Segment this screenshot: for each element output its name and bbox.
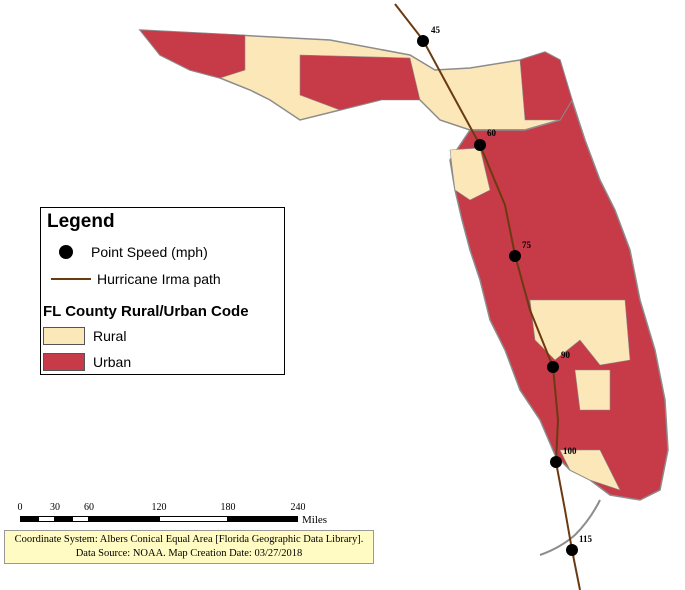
scale-segment: [72, 516, 89, 522]
speed-label: 45: [431, 25, 441, 35]
scale-segment: [228, 516, 298, 522]
urban-jacksonville: [519, 51, 573, 121]
point-symbol-icon: [59, 245, 73, 259]
speed-point: 45: [417, 25, 441, 47]
legend-urban-label: Urban: [93, 354, 132, 370]
legend-urban-row: Urban: [43, 353, 131, 371]
speed-label: 100: [563, 446, 577, 456]
speed-point: 100: [550, 446, 577, 468]
scale-tick: 180: [220, 502, 236, 513]
legend-rural-label: Rural: [93, 328, 127, 344]
credits-line-2: Data Source: NOAA. Map Creation Date: 03…: [75, 548, 303, 559]
scale-segment: [89, 516, 159, 522]
scale-segment: [55, 516, 72, 522]
legend-title: Legend: [47, 211, 115, 232]
legend-path-row: Hurricane Irma path: [51, 271, 221, 287]
legend-section-title: FL County Rural/Urban Code: [43, 303, 249, 320]
scale-tick: 0: [17, 502, 23, 513]
urban-swatch: [43, 353, 85, 371]
speed-label: 115: [579, 534, 593, 544]
scale-segment: [20, 516, 38, 522]
speed-point: 115: [566, 534, 593, 556]
legend-point-label: Point Speed (mph): [91, 244, 208, 260]
speed-point: 90: [547, 350, 571, 373]
hurricane-irma-path: [394, 3, 581, 590]
rural-south-central: [529, 299, 631, 366]
speed-label: 75: [522, 240, 532, 250]
urban-panhandle-mid: [299, 54, 421, 111]
speed-label: 60: [487, 128, 497, 138]
scale-tick: 60: [84, 502, 94, 513]
scale-tick: 240: [290, 502, 306, 513]
speed-point: 75: [509, 240, 532, 262]
credits-line-1: Coordinate System: Albers Conical Equal …: [14, 534, 364, 545]
speed-label: 90: [561, 350, 571, 360]
rural-north-central: [449, 147, 491, 201]
scale-segment: [38, 516, 55, 522]
rural-southwest: [574, 369, 611, 411]
scale-units: Miles: [302, 514, 328, 526]
urban-panhandle-west: [139, 29, 246, 79]
legend-path-label: Hurricane Irma path: [97, 271, 221, 287]
scale-tick: 120: [151, 502, 167, 513]
florida-keys: [539, 499, 601, 556]
scale-segment: [159, 516, 228, 522]
scale-tick: 30: [50, 502, 60, 513]
legend-point-row: Point Speed (mph): [51, 244, 208, 260]
rural-swatch: [43, 327, 85, 345]
path-symbol-icon: [51, 278, 91, 280]
scale-bar: 0 30 60 120 180 240 Miles: [18, 502, 348, 532]
speed-point: 60: [474, 128, 497, 151]
rural-tip: [559, 449, 621, 491]
legend: Legend Point Speed (mph) Hurricane Irma …: [40, 207, 285, 375]
credits-box: Coordinate System: Albers Conical Equal …: [4, 530, 374, 564]
legend-rural-row: Rural: [43, 327, 126, 345]
